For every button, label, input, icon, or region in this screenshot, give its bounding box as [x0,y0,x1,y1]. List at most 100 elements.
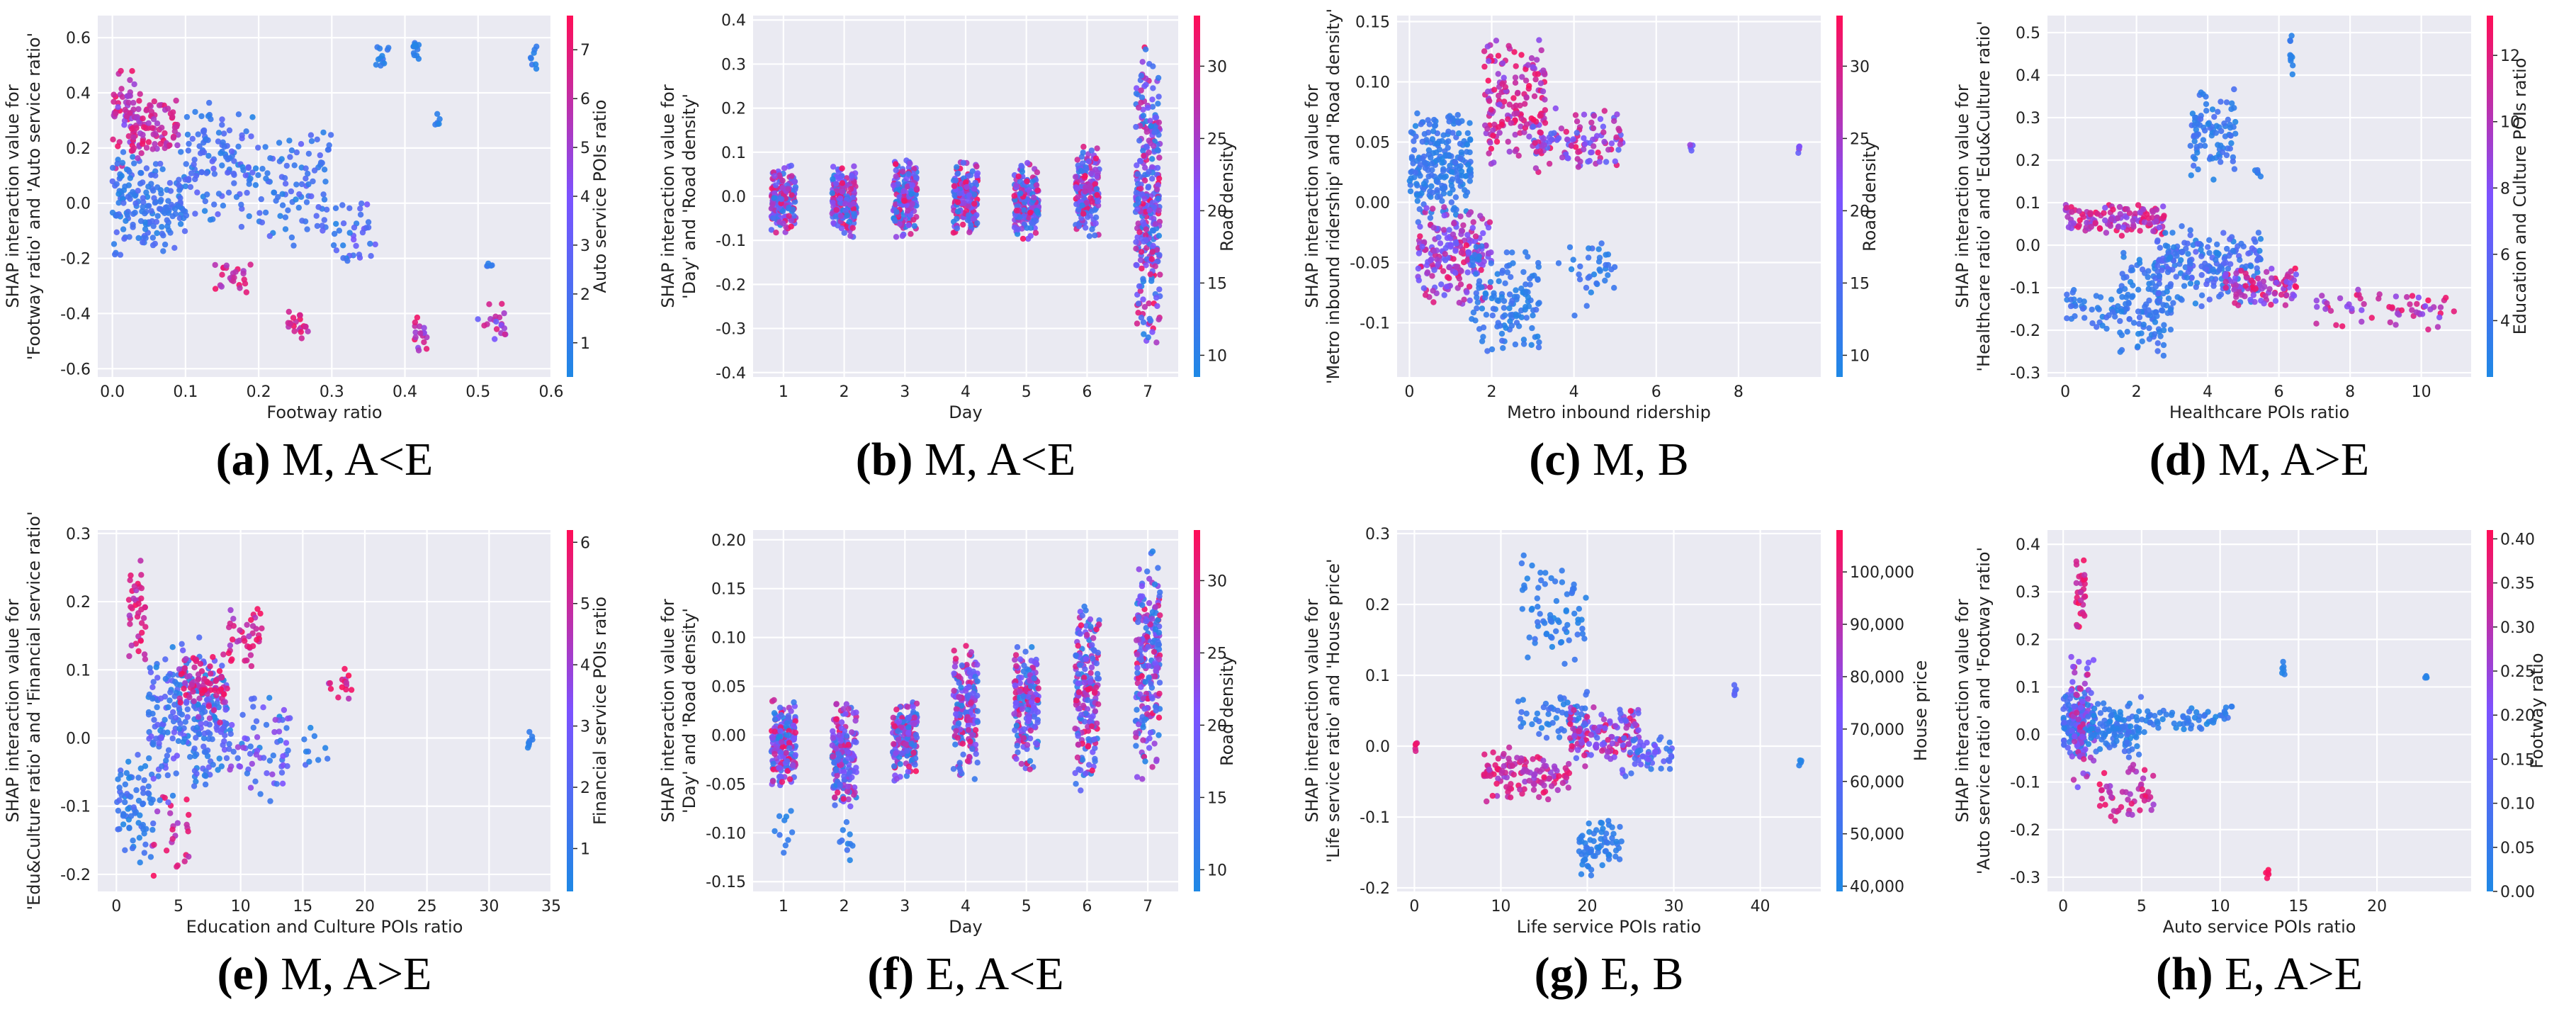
scatter-point [171,693,178,699]
scatter-point [264,770,270,777]
scatter-point [1483,130,1489,137]
scatter-point [913,185,920,191]
scatter-point [188,682,195,688]
scatter-point [833,745,840,752]
scatter-point [113,229,120,235]
scatter-point [1435,261,1442,267]
scatter-point [305,181,312,188]
scatter-point [1458,227,1465,234]
scatter-point [2233,291,2239,298]
scatter-point [143,165,150,171]
scatter-point [1458,149,1464,156]
scatter-point [1416,250,1423,257]
scatter-point [302,323,309,330]
scatter-point [162,675,169,682]
scatter-point [181,228,188,235]
scatter-point [181,685,187,692]
scatter-point [2139,338,2145,344]
scatter-point [791,736,797,743]
y-tick-label: -0.4 [60,305,91,323]
scatter-point [167,689,174,696]
scatter-point [1588,289,1594,295]
chart-b: 1 2 3 4 5 6 7-0.4-0.3-0.2-0.10.00.10.20.30.4Da… [658,12,1237,485]
scatter-point [2218,128,2225,135]
scatter-point [785,186,791,192]
scatter-point [133,125,140,131]
scatter-point [1523,315,1530,321]
scatter-point [378,62,384,69]
scatter-point [772,716,779,723]
scatter-point [1441,212,1447,219]
scatter-point [128,794,134,800]
scatter-point [904,183,911,190]
scatter-point [1452,159,1459,166]
scatter-point [1092,232,1098,239]
scatter-point [2084,220,2090,226]
scatter-point [247,784,254,791]
scatter-points [114,558,536,879]
scatter-point [1133,90,1140,97]
scatter-point [210,762,216,768]
scatter-point [1150,85,1156,91]
scatter-point [230,748,237,755]
scatter-point [181,665,188,672]
scatter-point [185,147,191,154]
scatter-point [187,754,193,760]
scatter-point [1440,268,1447,274]
scatter-point [178,149,184,155]
scatter-point [305,170,311,177]
scatter-point [1143,262,1149,269]
scatter-point [971,191,978,198]
scatter-point [501,310,507,317]
scatter-point [779,177,786,184]
y-tick-label: 0.1 [2016,195,2040,213]
scatter-point [1526,133,1532,140]
colorbar [1836,16,1843,377]
scatter-point [896,220,903,227]
scatter-point [120,811,127,818]
scatter-point [180,207,186,214]
scatter-point [1581,135,1587,142]
scatter-point [1431,267,1437,274]
scatter-point [2114,215,2120,222]
scatter-point [1084,214,1091,220]
scatter-point [125,806,131,812]
scatter-point [332,205,339,211]
colorbar-tick-label: 20 [1850,203,1870,220]
scatter-point [2228,140,2235,147]
scatter-point [2425,326,2431,333]
scatter-point [160,729,166,736]
scatter-point [1092,155,1100,162]
scatter-point [314,136,320,142]
scatter-point [1574,156,1581,162]
scatter-point [1596,266,1603,273]
scatter-point [165,198,171,204]
scatter-point [1136,283,1143,290]
scatter-point [219,162,225,169]
scatter-point [145,120,152,126]
scatter-point [333,220,339,227]
scatter-point [1483,312,1490,318]
scatter-point [845,706,852,712]
scatter-point [1019,235,1027,242]
y-tick-label: -0.2 [60,251,91,269]
scatter-point [901,198,908,204]
scatter-point [201,730,208,737]
scatter-point [791,179,798,185]
scatter-point [840,769,847,775]
scatter-point [322,745,329,751]
scatter-point [2124,206,2130,213]
scatter-point [210,707,218,714]
scatter-point [1541,142,1547,148]
scatter-point [1506,101,1513,108]
scatter-point [143,826,149,833]
scatter-point [1153,294,1160,301]
scatter-point [122,781,128,788]
scatter-point [180,647,186,653]
scatter-point [147,854,154,860]
scatter-point [1496,101,1503,108]
scatter-point [1088,170,1095,177]
colorbar-tick-label: 5 [580,596,590,614]
scatter-point [970,215,977,222]
scatter-point [1146,207,1153,214]
